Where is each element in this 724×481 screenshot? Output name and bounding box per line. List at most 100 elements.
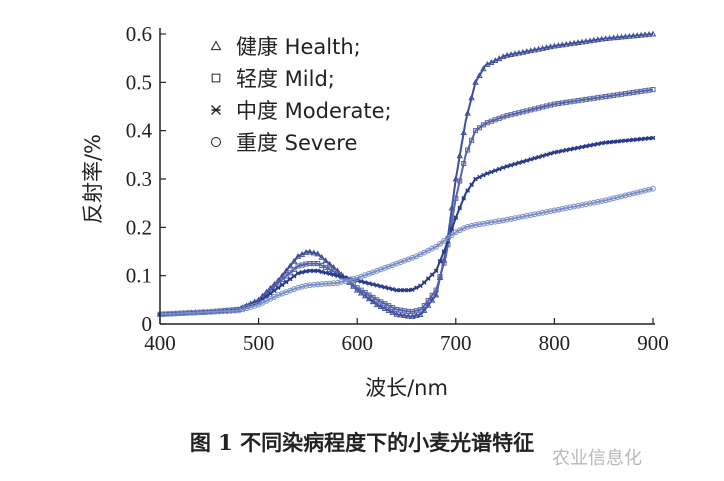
y-tick-label: 0.1 [126, 264, 152, 288]
data-point [527, 212, 534, 218]
data-point [469, 182, 474, 188]
data-point [642, 187, 649, 194]
y-tick-label: 0.4 [126, 119, 153, 143]
data-point [594, 199, 601, 205]
data-point [523, 212, 530, 219]
data-point [441, 237, 447, 244]
data-point [472, 78, 479, 85]
data-point [461, 196, 466, 201]
data-point [556, 149, 561, 154]
data-point [587, 143, 593, 148]
data-point [216, 308, 223, 315]
data-point [428, 296, 436, 303]
series-4 [157, 185, 656, 318]
data-point [637, 31, 645, 38]
data-point [295, 284, 301, 291]
data-point [547, 208, 554, 215]
data-point [322, 257, 329, 264]
series-line [159, 88, 654, 316]
data-point [286, 262, 294, 269]
data-point [615, 139, 620, 144]
data-point [570, 39, 578, 46]
data-point [188, 309, 195, 316]
data-point [464, 223, 471, 230]
data-point [543, 209, 550, 215]
data-point [460, 129, 467, 136]
data-point [551, 42, 558, 49]
data-point [527, 47, 534, 54]
data-point [650, 135, 656, 141]
data-point [314, 281, 321, 288]
legend-marker [211, 105, 221, 115]
data-point [622, 192, 629, 199]
data-point [184, 310, 191, 316]
data-point [394, 287, 399, 293]
data-point [539, 209, 546, 216]
data-point [311, 268, 317, 274]
data-point [389, 308, 396, 315]
data-point [512, 215, 518, 222]
data-point [630, 32, 637, 39]
data-point [361, 292, 369, 299]
data-point [575, 145, 581, 151]
data-point [520, 159, 526, 164]
data-point [472, 222, 479, 228]
data-point [196, 309, 203, 316]
data-point [528, 157, 534, 162]
data-point [370, 282, 376, 287]
data-point [417, 307, 423, 313]
data-point [232, 307, 238, 314]
data-point [418, 283, 423, 289]
data-point [176, 310, 183, 317]
data-point [599, 140, 605, 146]
data-point [598, 198, 605, 205]
data-point [574, 39, 582, 46]
data-point [619, 138, 624, 144]
data-point [377, 303, 385, 310]
data-point [571, 146, 577, 151]
series-line [159, 136, 654, 316]
data-point [287, 270, 293, 276]
data-point [346, 277, 353, 283]
data-point [480, 65, 487, 72]
data-point [307, 268, 313, 274]
data-point [535, 45, 542, 52]
data-point [306, 282, 313, 289]
data-point [339, 274, 344, 279]
data-point [200, 309, 207, 316]
reflectance-chart: 400 500 600 700 800 900 0 0.1 0.2 0.3 0.4 0.5 0.6 波长/… [81, 22, 669, 400]
data-point [429, 292, 435, 298]
data-point [511, 50, 519, 57]
y-tick-label: 0 [142, 312, 153, 336]
data-point [623, 138, 628, 143]
data-point [448, 204, 456, 211]
data-point [610, 195, 617, 202]
data-point [330, 280, 337, 287]
data-point [559, 41, 566, 48]
data-point [247, 304, 254, 310]
data-point [547, 43, 554, 50]
data-point [610, 34, 617, 41]
data-point [531, 46, 538, 53]
x-tick-label: 600 [341, 331, 373, 355]
legend-entry: 中度 Moderate; [211, 99, 392, 123]
data-point [350, 276, 357, 282]
data-point [358, 279, 364, 284]
data-point [291, 266, 297, 272]
data-point [318, 281, 325, 287]
data-point [386, 285, 392, 291]
data-point [465, 188, 470, 193]
data-point [448, 232, 455, 238]
data-point [306, 248, 314, 255]
legend-label: 中度 Moderate; [236, 99, 392, 123]
data-point [626, 191, 633, 198]
data-point [578, 38, 586, 45]
data-point [507, 51, 515, 58]
data-point [642, 136, 648, 141]
data-point [369, 298, 377, 305]
data-point [535, 210, 542, 217]
data-point [390, 286, 395, 292]
data-point [583, 201, 589, 208]
data-point [362, 280, 368, 285]
data-point [555, 206, 562, 213]
